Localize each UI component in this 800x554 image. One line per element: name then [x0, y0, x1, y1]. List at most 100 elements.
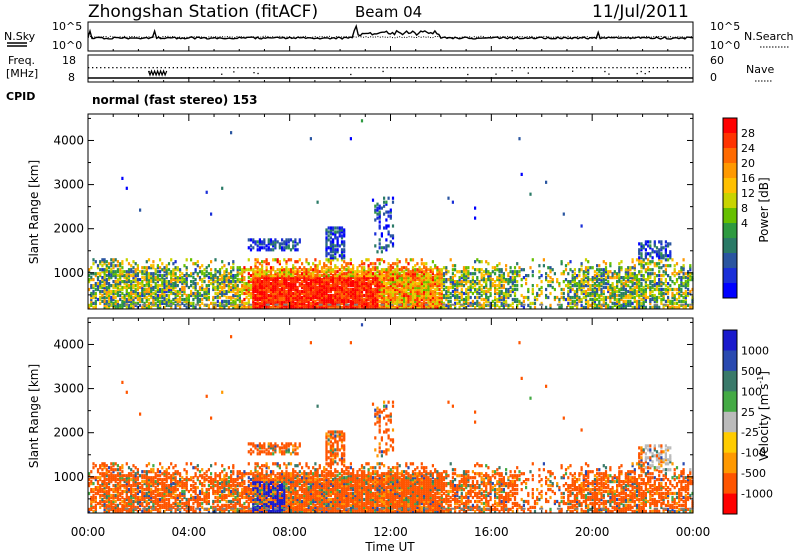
scatter-cell — [391, 278, 395, 282]
scatter-cell — [285, 284, 288, 288]
scatter-cell — [349, 272, 352, 276]
scatter-cell — [261, 274, 264, 278]
scatter-cell — [258, 284, 261, 288]
scatter-cell — [440, 297, 443, 302]
scatter-cell — [285, 244, 288, 248]
scatter-cell — [618, 297, 621, 302]
scatter-cell — [651, 297, 654, 302]
scatter-cell — [429, 266, 432, 270]
scatter-cell — [212, 295, 215, 300]
scatter-cell — [336, 266, 339, 270]
scatter-cell — [92, 293, 95, 298]
scatter-cell — [638, 305, 641, 309]
scatter-cell — [349, 287, 352, 292]
scatter-cell — [494, 295, 497, 300]
scatter-cell — [602, 285, 605, 290]
nave-dot — [584, 67, 586, 69]
scatter-cell — [567, 282, 570, 286]
scatter-cell — [132, 285, 135, 290]
scatter-cell — [474, 301, 477, 305]
scatter-cell — [116, 305, 119, 309]
scatter-cell — [396, 297, 399, 302]
scatter-cell — [500, 284, 503, 288]
scatter-cell — [214, 280, 217, 284]
scatter-cell — [383, 287, 386, 292]
scatter-cell — [680, 282, 683, 286]
scatter-cell — [276, 289, 279, 294]
scatter-cell — [147, 280, 151, 284]
scatter-cell — [407, 272, 410, 276]
scatter-cell — [642, 305, 645, 309]
scatter-cell — [119, 264, 122, 268]
scatter-cell — [582, 285, 585, 290]
ground-scatter-cell — [283, 303, 288, 306]
scatter-cell — [436, 278, 439, 282]
scatter-cell — [394, 295, 397, 300]
scatter-cell — [383, 291, 386, 296]
scatter-cell — [427, 285, 430, 290]
scatter-cell — [533, 297, 537, 302]
scatter-cell — [181, 272, 184, 276]
scatter-cell — [276, 272, 279, 276]
scatter-cell — [278, 299, 281, 303]
scatter-cell — [247, 258, 250, 262]
scatter-cell — [241, 274, 244, 278]
scatter-cell — [103, 466, 106, 470]
scatter-cell — [358, 305, 361, 309]
scatter-cell — [265, 270, 268, 274]
scatter-cell — [287, 274, 290, 278]
scatter-cell — [498, 278, 501, 282]
scatter-cell — [638, 299, 641, 303]
scatter-cell — [360, 272, 364, 276]
scatter-cell — [320, 293, 324, 298]
scatter-cell — [156, 293, 159, 298]
scatter-cell — [90, 488, 93, 492]
scatter-cell — [165, 280, 168, 284]
scatter-cell — [458, 282, 461, 286]
scatter-cell — [227, 285, 230, 290]
scatter-cell — [274, 291, 277, 296]
scatter-cell — [438, 282, 441, 286]
scatter-cell — [325, 303, 328, 307]
scatter-cell — [418, 293, 421, 298]
scatter-cell — [400, 305, 403, 309]
noise-left-tick-top: 10^5 — [52, 20, 82, 33]
scatter-cell — [664, 264, 667, 268]
scatter-cell — [114, 299, 117, 303]
scatter-cell — [119, 303, 122, 307]
scatter-cell — [305, 280, 308, 284]
scatter-cell — [287, 282, 290, 286]
scatter-cell — [445, 297, 448, 302]
nave-tick-top: 60 — [710, 54, 724, 67]
scatter-cell — [150, 274, 153, 278]
scatter-cell — [190, 301, 193, 305]
scatter-cell — [622, 301, 625, 305]
scatter-cell — [154, 278, 157, 282]
scatter-cell — [664, 272, 667, 276]
nave-dot — [688, 67, 691, 69]
scatter-cell — [289, 305, 293, 309]
scatter-cell — [150, 280, 153, 284]
scatter-cell — [343, 289, 346, 294]
ground-scatter-cell — [424, 303, 429, 306]
scatter-cell — [201, 284, 204, 288]
scatter-cell — [518, 266, 521, 270]
scatter-cell — [376, 206, 379, 210]
scatter-cell — [130, 297, 133, 302]
scatter-cell — [301, 268, 304, 272]
scatter-cell — [633, 287, 636, 292]
scatter-cell — [642, 260, 645, 264]
scatter-cell — [216, 278, 219, 282]
scatter-cell — [245, 289, 248, 294]
scatter-cell — [278, 297, 281, 302]
scatter-cell — [265, 284, 268, 288]
scatter-cell — [309, 274, 312, 278]
scatter-cell — [283, 287, 286, 292]
scatter-cell — [108, 474, 111, 478]
scatter-cell — [265, 295, 268, 300]
scatter-cell — [385, 305, 388, 309]
scatter-cell — [296, 285, 299, 290]
scatter-cell — [678, 284, 681, 288]
scatter-cell — [658, 305, 661, 309]
scatter-cell — [301, 299, 304, 303]
